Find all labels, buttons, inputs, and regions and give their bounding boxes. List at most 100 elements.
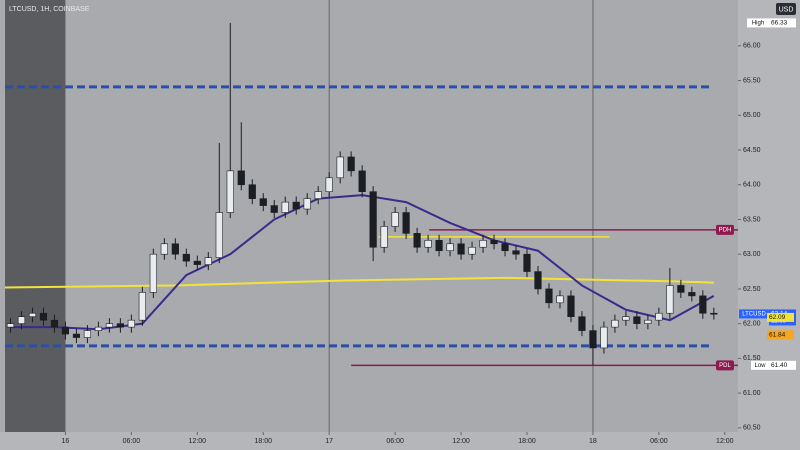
candle-body [325, 177, 333, 192]
candle-body [523, 253, 531, 272]
candle-body [50, 319, 59, 328]
candle-body [655, 312, 663, 321]
candle-body [479, 240, 487, 248]
candle-body [556, 295, 564, 304]
x-tick-label: 16 [62, 438, 70, 445]
x-tick-label: 18:00 [254, 438, 272, 445]
price-tag-label-box [751, 360, 769, 370]
level-tag-text: PDL [719, 363, 731, 369]
candle-body [336, 156, 344, 179]
candle-body [369, 191, 377, 248]
candle-body [589, 330, 597, 349]
y-tick-label: 64.50 [743, 147, 761, 154]
price-tag [767, 312, 794, 322]
candle-body [160, 243, 168, 255]
candle-body [567, 295, 575, 318]
x-tick-label: 06:00 [386, 438, 404, 445]
candle-body [259, 198, 267, 206]
candle-body [380, 226, 388, 248]
level-tag [716, 224, 734, 235]
candle-body [545, 288, 553, 304]
candle-body [358, 170, 366, 192]
candle-body [182, 253, 190, 262]
y-tick-label: 61.50 [743, 355, 761, 362]
candle-body [6, 323, 15, 328]
level-tag-text: PDH [719, 227, 732, 233]
y-tick-label: 65.00 [743, 112, 761, 119]
candle-body [622, 316, 630, 321]
candle-body [446, 243, 454, 252]
candle-body [292, 201, 300, 210]
plot-area [4, 0, 738, 432]
x-tick-label: 12:00 [716, 438, 734, 445]
currency: USD [779, 6, 794, 13]
price-tag [769, 18, 796, 28]
y-tick-label: 64.00 [743, 182, 761, 189]
price-tag [769, 360, 796, 370]
session-shade [5, 0, 66, 432]
candle-body [116, 323, 124, 328]
candle-body [314, 191, 322, 199]
price-tag-label-box [739, 309, 769, 319]
x-tick-label: 18 [589, 438, 597, 445]
level-tag [716, 360, 734, 371]
candle-body [688, 292, 696, 297]
candle-body [611, 319, 619, 328]
candle-body [17, 316, 26, 324]
candle-body [677, 285, 685, 293]
price-tag-value: 62.09 [769, 314, 786, 321]
candle-body [270, 205, 278, 213]
price-tag-label: LTCUSD [742, 312, 766, 318]
price-tag-value: 61.40 [771, 362, 788, 369]
candle-body [127, 319, 135, 328]
x-tick-label: 12:00 [452, 438, 470, 445]
candle-body [512, 250, 520, 255]
price-tag-value: 66.33 [771, 20, 788, 27]
y-tick-label: 60.50 [743, 425, 761, 432]
y-tick-label: 62.00 [743, 320, 761, 327]
candle-body [534, 271, 542, 290]
candle-body [490, 240, 498, 245]
candle-body [699, 295, 707, 314]
candle-body [600, 326, 608, 349]
y-tick-label: 63.50 [743, 216, 761, 223]
y-tick-label: 66.00 [743, 43, 761, 50]
price-tag-label: Low [754, 363, 766, 369]
x-tick-label: 12:00 [189, 438, 207, 445]
x-tick-label: 18:00 [518, 438, 536, 445]
price-tag-label-box [747, 18, 769, 28]
candle-body [578, 316, 586, 331]
candle-body [666, 285, 674, 314]
price-tag-label: High [752, 20, 764, 26]
candle-body [28, 312, 37, 318]
candle-body [193, 260, 201, 265]
currency-box [776, 3, 796, 15]
moving-average [4, 276, 714, 289]
candle-body [457, 243, 465, 255]
candle-body [710, 312, 718, 315]
price-axis [738, 0, 800, 450]
candle-body [39, 312, 48, 321]
candle-body [105, 323, 113, 328]
candle-body [501, 243, 509, 252]
y-tick-label: 65.50 [743, 77, 761, 84]
y-tick-label: 63.00 [743, 251, 761, 258]
x-tick-label: 17 [325, 438, 333, 445]
candle-body [72, 333, 81, 338]
x-tick-label: 06:00 [650, 438, 668, 445]
x-tick-label: 06:00 [123, 438, 141, 445]
price-tag-value: 61.84 [769, 331, 786, 338]
candle-body [402, 212, 410, 234]
candle-body [303, 198, 311, 210]
candle-body [226, 170, 234, 213]
candle-body [633, 316, 641, 324]
candle-body [281, 201, 289, 213]
candle-body [391, 212, 399, 227]
candle-body [413, 233, 421, 248]
price-tag [767, 330, 794, 340]
y-tick-label: 61.00 [743, 390, 761, 397]
candle-body [435, 240, 443, 252]
candle-body [237, 170, 245, 186]
